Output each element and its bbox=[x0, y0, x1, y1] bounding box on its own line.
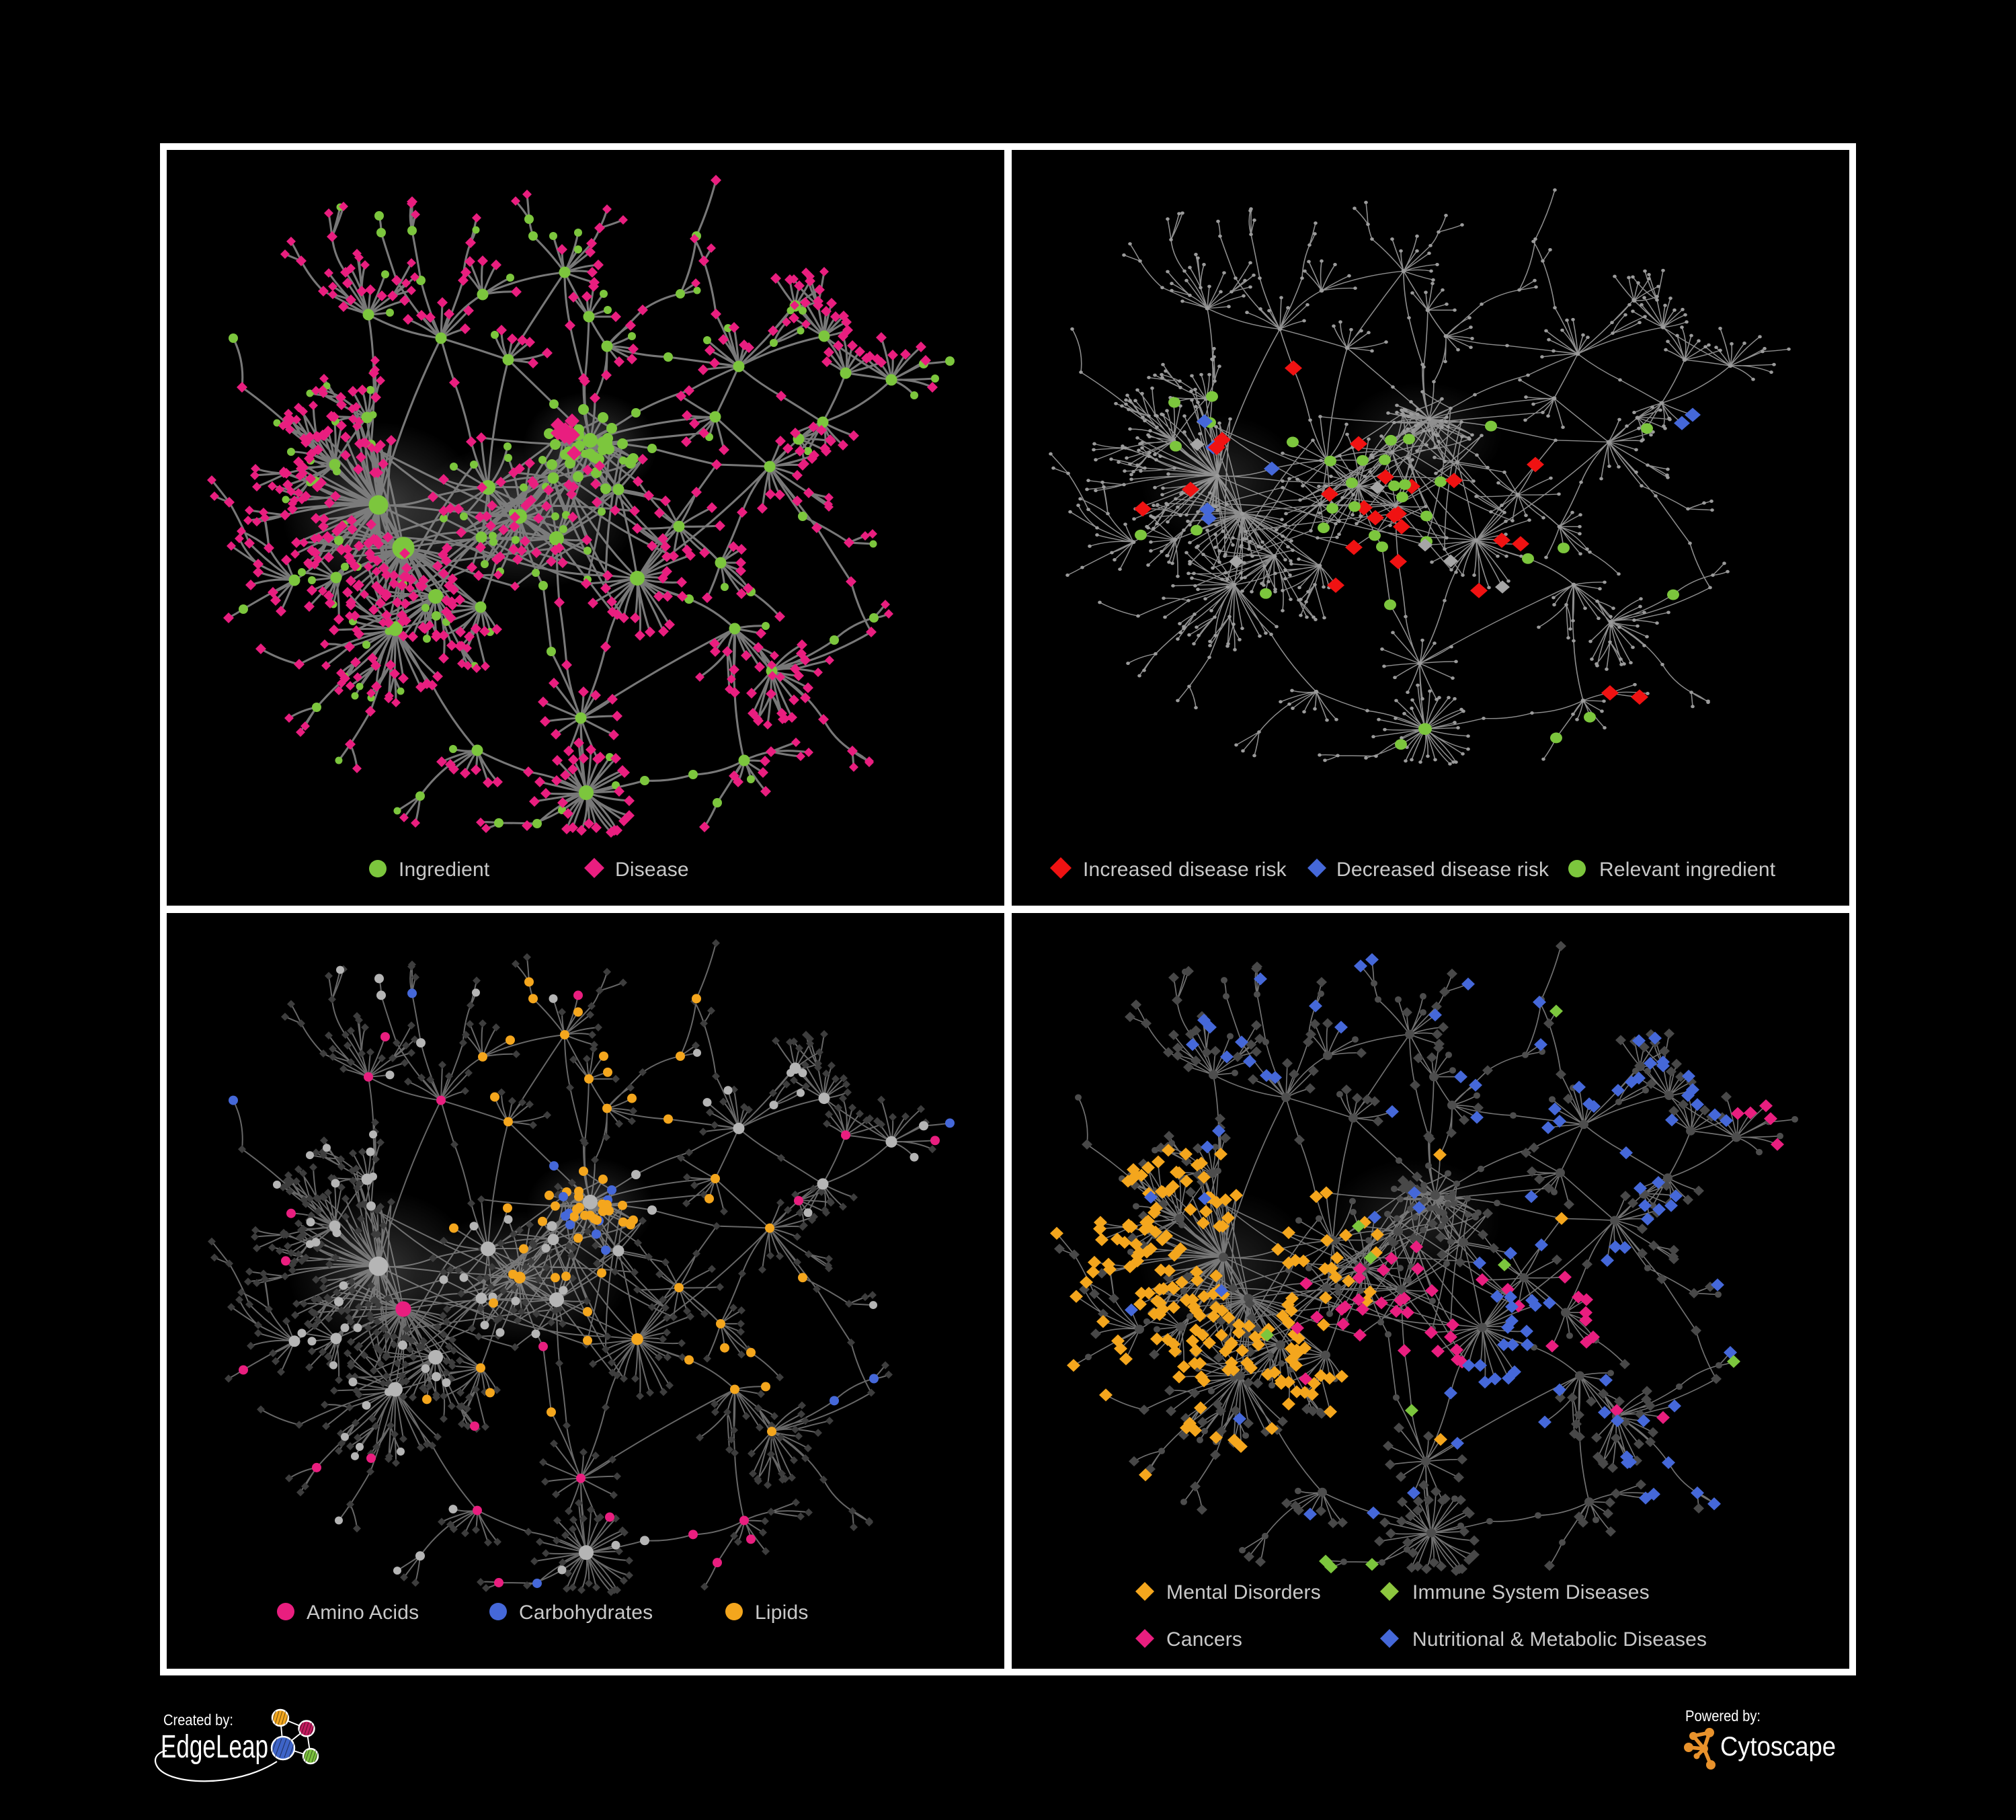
svg-text:Relevant ingredient: Relevant ingredient bbox=[1599, 859, 1776, 881]
svg-text:Created by:: Created by: bbox=[163, 1711, 233, 1729]
svg-text:Powered by:: Powered by: bbox=[1685, 1707, 1761, 1725]
svg-text:Lipids: Lipids bbox=[755, 1601, 809, 1624]
svg-text:Cytoscape: Cytoscape bbox=[1720, 1732, 1836, 1762]
svg-text:Carbohydrates: Carbohydrates bbox=[519, 1601, 653, 1624]
svg-text:Decreased disease risk: Decreased disease risk bbox=[1336, 859, 1549, 881]
svg-text:Amino Acids: Amino Acids bbox=[307, 1601, 419, 1624]
svg-text:Cancers: Cancers bbox=[1166, 1628, 1242, 1651]
svg-text:Ingredient: Ingredient bbox=[399, 859, 490, 881]
svg-text:Mental Disorders: Mental Disorders bbox=[1166, 1581, 1321, 1604]
svg-text:EdgeLeap: EdgeLeap bbox=[161, 1729, 268, 1765]
svg-text:Nutritional & Metabolic Diseas: Nutritional & Metabolic Diseases bbox=[1412, 1628, 1707, 1651]
svg-text:Immune System Diseases: Immune System Diseases bbox=[1412, 1581, 1650, 1604]
svg-text:Increased disease risk: Increased disease risk bbox=[1083, 859, 1287, 881]
svg-text:Disease: Disease bbox=[615, 859, 689, 881]
